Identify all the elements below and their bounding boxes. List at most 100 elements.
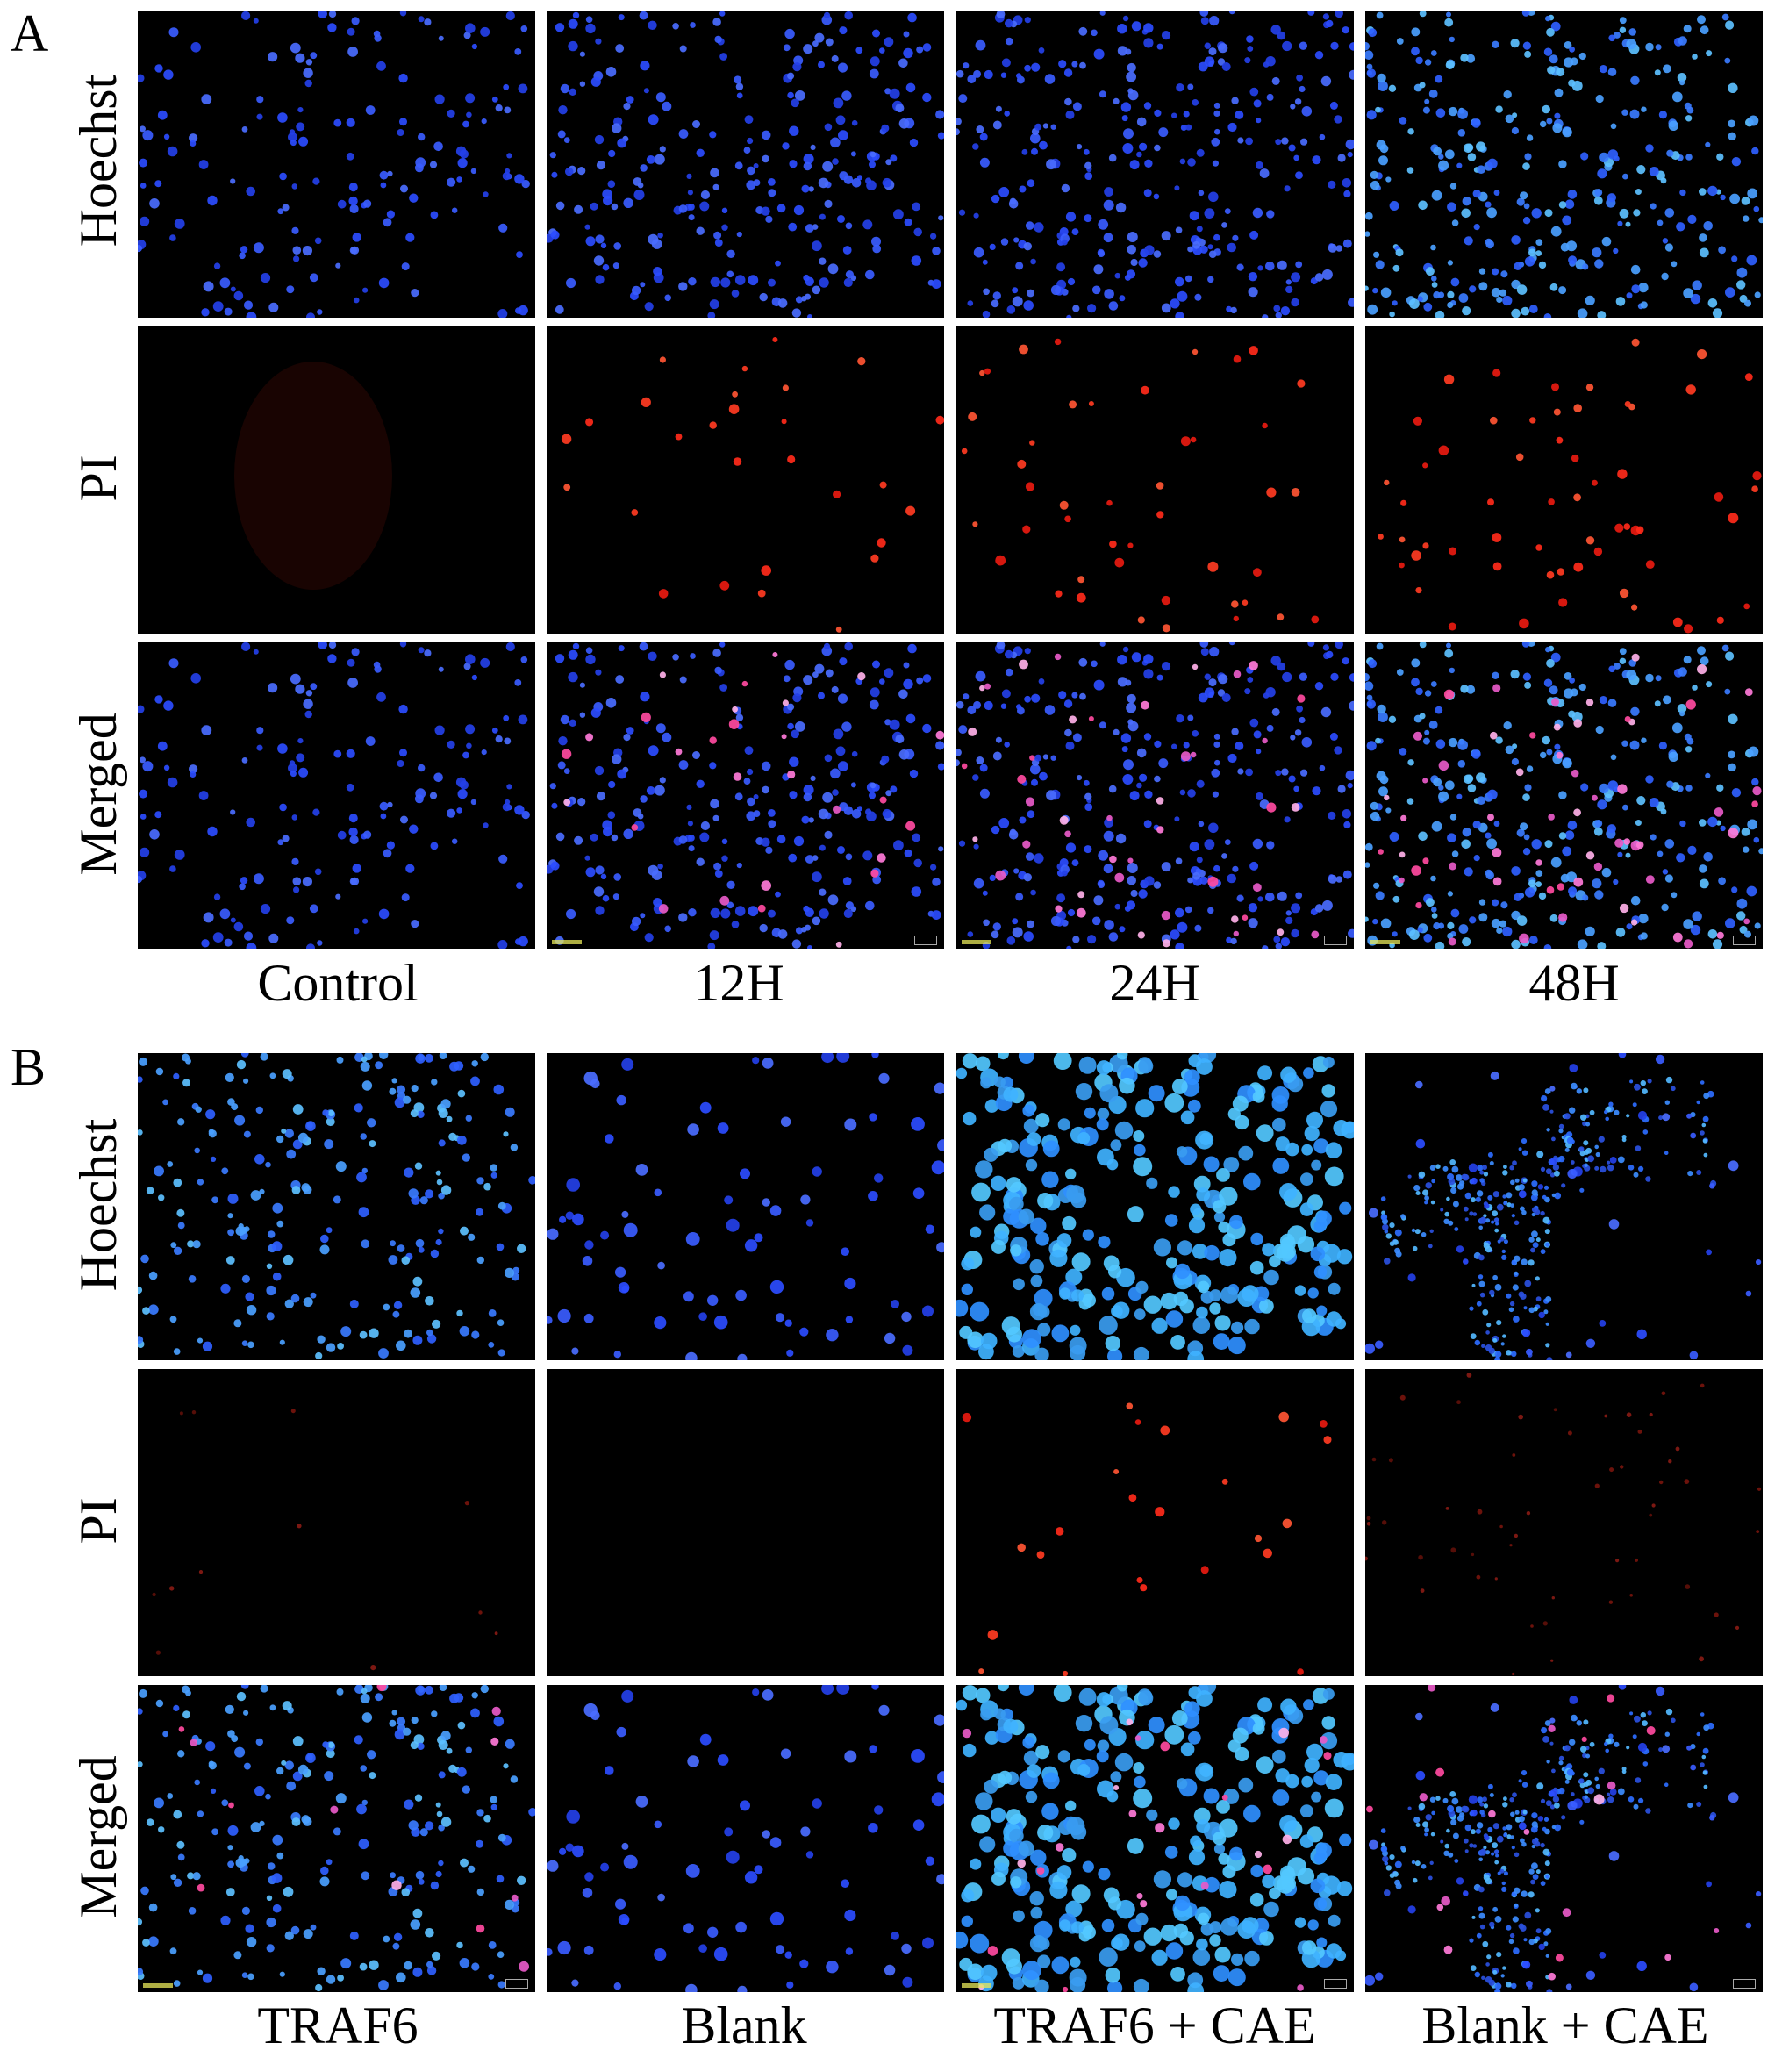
hoechst-nucleus — [1334, 746, 1342, 755]
hoechst-nucleus — [361, 1239, 370, 1249]
hoechst-nucleus — [409, 824, 419, 834]
cell-field — [956, 1685, 1354, 1992]
hoechst-nucleus — [399, 11, 407, 17]
hoechst-nucleus — [1458, 924, 1469, 934]
hoechst-nucleus — [1451, 850, 1459, 857]
hoechst-nucleus — [256, 744, 263, 751]
hoechst-nucleus — [1514, 1852, 1520, 1858]
hoechst-nucleus — [456, 1135, 467, 1145]
hoechst-nucleus — [418, 647, 425, 654]
hoechst-nucleus — [1551, 1825, 1557, 1830]
hoechst-nucleus — [380, 813, 387, 820]
hoechst-nucleus — [1577, 939, 1588, 949]
hoechst-nucleus — [1406, 167, 1414, 174]
hoechst-nucleus — [439, 1685, 447, 1691]
hoechst-nucleus — [1310, 1246, 1326, 1262]
hoechst-nucleus — [297, 1764, 309, 1775]
hoechst-nucleus — [956, 749, 962, 756]
hoechst-nucleus — [1692, 685, 1698, 691]
pi-stained-cell — [870, 554, 879, 563]
hoechst-nucleus — [970, 1226, 982, 1238]
hoechst-nucleus — [1724, 688, 1731, 695]
hoechst-nucleus — [219, 908, 231, 920]
hoechst-nucleus — [1315, 1210, 1332, 1227]
hoechst-nucleus — [1231, 728, 1239, 735]
hoechst-nucleus — [1392, 264, 1400, 272]
hoechst-nucleus — [646, 786, 655, 795]
hoechst-nucleus — [1004, 111, 1010, 117]
hoechst-nucleus — [1756, 1891, 1762, 1897]
hoechst-nucleus — [1280, 937, 1291, 947]
hoechst-nucleus — [1482, 1165, 1487, 1171]
hoechst-nucleus — [260, 904, 271, 914]
hoechst-nucleus — [1446, 11, 1451, 18]
hoechst-nucleus — [1419, 11, 1427, 18]
hoechst-nucleus — [1348, 928, 1354, 938]
hoechst-nucleus — [1705, 772, 1711, 778]
hoechst-nucleus — [565, 1843, 574, 1852]
pi-stained-cell — [1466, 1373, 1472, 1378]
hoechst-nucleus — [1524, 681, 1532, 689]
hoechst-nucleus — [1394, 1879, 1401, 1886]
hoechst-nucleus — [1522, 162, 1530, 170]
hoechst-nucleus — [157, 741, 168, 751]
hoechst-nucleus — [1093, 895, 1104, 906]
hoechst-nucleus — [973, 700, 982, 709]
hoechst-nucleus — [1500, 1974, 1505, 1978]
hoechst-nucleus — [1304, 1757, 1320, 1774]
micrograph-b-hoechst-traf6-cae — [956, 1053, 1354, 1360]
hoechst-nucleus — [1506, 1925, 1512, 1931]
hoechst-nucleus — [618, 14, 625, 21]
hoechst-nucleus — [1321, 1084, 1335, 1098]
hoechst-nucleus — [1501, 1881, 1506, 1886]
hoechst-nucleus — [1075, 1083, 1093, 1101]
pi-stained-cell — [1672, 617, 1683, 627]
double-stained-cell — [1266, 802, 1277, 813]
hoechst-nucleus — [1006, 1809, 1022, 1825]
hoechst-nucleus — [283, 1886, 294, 1897]
hoechst-nucleus — [982, 310, 991, 318]
hoechst-nucleus — [1179, 1931, 1194, 1946]
hoechst-nucleus — [292, 1139, 303, 1150]
pi-stained-cell — [1323, 1436, 1332, 1445]
hoechst-nucleus — [973, 843, 979, 850]
hoechst-nucleus — [794, 90, 805, 101]
pi-stained-cell — [935, 415, 944, 425]
hoechst-nucleus — [286, 285, 295, 294]
hoechst-nucleus — [1235, 1746, 1249, 1762]
hoechst-nucleus — [352, 233, 361, 242]
hoechst-nucleus — [818, 177, 829, 189]
hoechst-nucleus — [1263, 1269, 1279, 1286]
hoechst-nucleus — [1415, 1823, 1421, 1827]
hoechst-nucleus — [1700, 25, 1709, 35]
hoechst-nucleus — [459, 1958, 470, 1968]
hoechst-nucleus — [1037, 1323, 1051, 1337]
double-stained-cell — [1088, 716, 1094, 721]
hoechst-nucleus — [1528, 1237, 1535, 1243]
double-stained-cell — [1025, 797, 1035, 807]
hoechst-nucleus — [1187, 877, 1193, 884]
hoechst-nucleus — [810, 775, 816, 781]
hoechst-nucleus — [1485, 201, 1492, 208]
hoechst-nucleus — [1110, 1139, 1122, 1151]
hoechst-nucleus — [1435, 108, 1446, 118]
hoechst-nucleus — [995, 736, 1002, 743]
hoechst-nucleus — [1487, 789, 1498, 800]
hoechst-nucleus — [1065, 1168, 1077, 1179]
hoechst-nucleus — [1522, 793, 1530, 801]
hoechst-nucleus — [1647, 1710, 1652, 1716]
hoechst-nucleus — [358, 1207, 369, 1218]
hoechst-nucleus — [639, 642, 648, 651]
hoechst-nucleus — [984, 1099, 999, 1113]
hoechst-nucleus — [1554, 1824, 1562, 1832]
pi-stained-cell — [1415, 587, 1422, 594]
hoechst-nucleus — [190, 673, 201, 684]
hoechst-nucleus — [1576, 1088, 1582, 1094]
hoechst-nucleus — [254, 1786, 265, 1796]
hoechst-nucleus — [1117, 46, 1127, 56]
hoechst-nucleus — [1117, 1685, 1128, 1692]
hoechst-nucleus — [1665, 1708, 1673, 1716]
hoechst-nucleus — [1671, 1717, 1676, 1724]
hoechst-nucleus — [1322, 1056, 1335, 1068]
hoechst-nucleus — [404, 1799, 414, 1810]
